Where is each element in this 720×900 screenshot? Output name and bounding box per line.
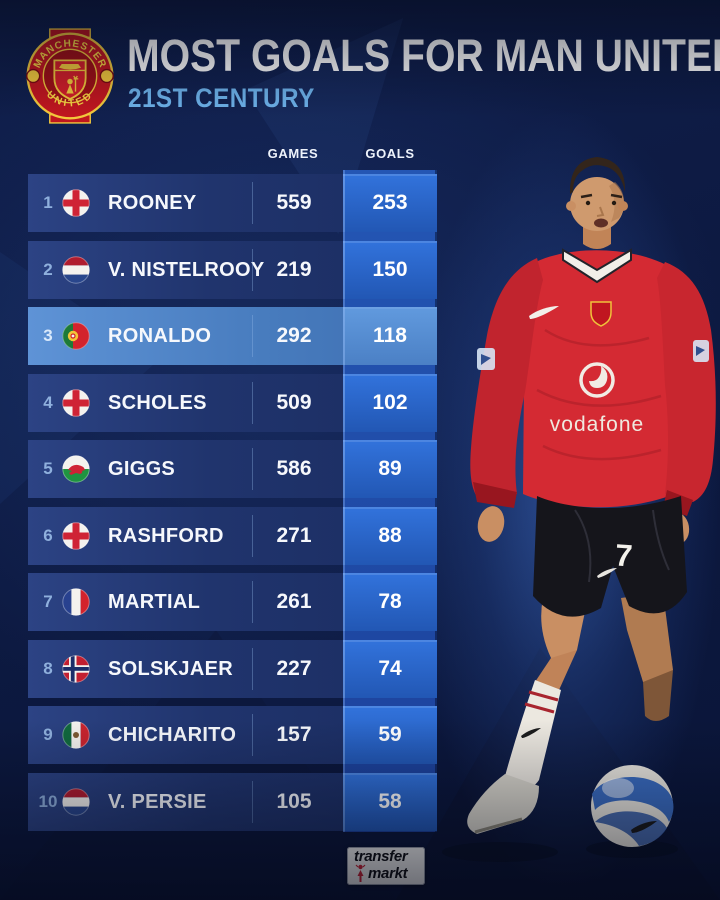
infographic-poster: MANCHESTER UNITED MOST GOALS FOR MAN UNI…: [0, 0, 720, 900]
vignette-overlay: [0, 0, 720, 900]
